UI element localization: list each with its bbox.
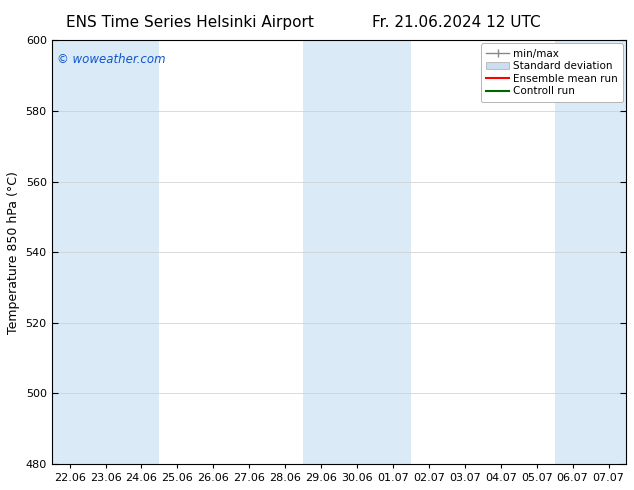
Bar [51, 40, 159, 464]
Text: ENS Time Series Helsinki Airport: ENS Time Series Helsinki Airport [67, 15, 314, 30]
Text: © woweather.com: © woweather.com [57, 53, 166, 66]
Bar [555, 40, 626, 464]
Y-axis label: Temperature 850 hPa (°C): Temperature 850 hPa (°C) [7, 171, 20, 334]
Legend: min/max, Standard deviation, Ensemble mean run, Controll run: min/max, Standard deviation, Ensemble me… [481, 44, 623, 102]
Text: Fr. 21.06.2024 12 UTC: Fr. 21.06.2024 12 UTC [372, 15, 541, 30]
Bar [303, 40, 411, 464]
